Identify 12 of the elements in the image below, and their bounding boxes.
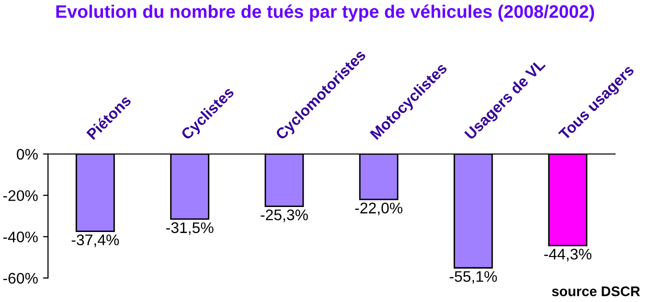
data-label: -22,0% xyxy=(355,202,402,216)
source-note: source DSCR xyxy=(552,286,640,296)
data-label: -44,3% xyxy=(544,248,592,262)
y-tick-label: -40% xyxy=(3,232,38,242)
data-label: -37,4% xyxy=(72,234,119,248)
chart-title: Evolution du nombre de tués par type de véhicules (2008/2002) xyxy=(56,4,594,22)
data-label: -55,1% xyxy=(450,271,497,284)
data-label: -31,5% xyxy=(166,222,214,235)
y-tick-label: -20% xyxy=(3,190,38,202)
y-tick-label: 0% xyxy=(16,148,38,160)
y-tick-label: -60% xyxy=(3,272,38,284)
data-label: -25,3% xyxy=(260,209,308,222)
